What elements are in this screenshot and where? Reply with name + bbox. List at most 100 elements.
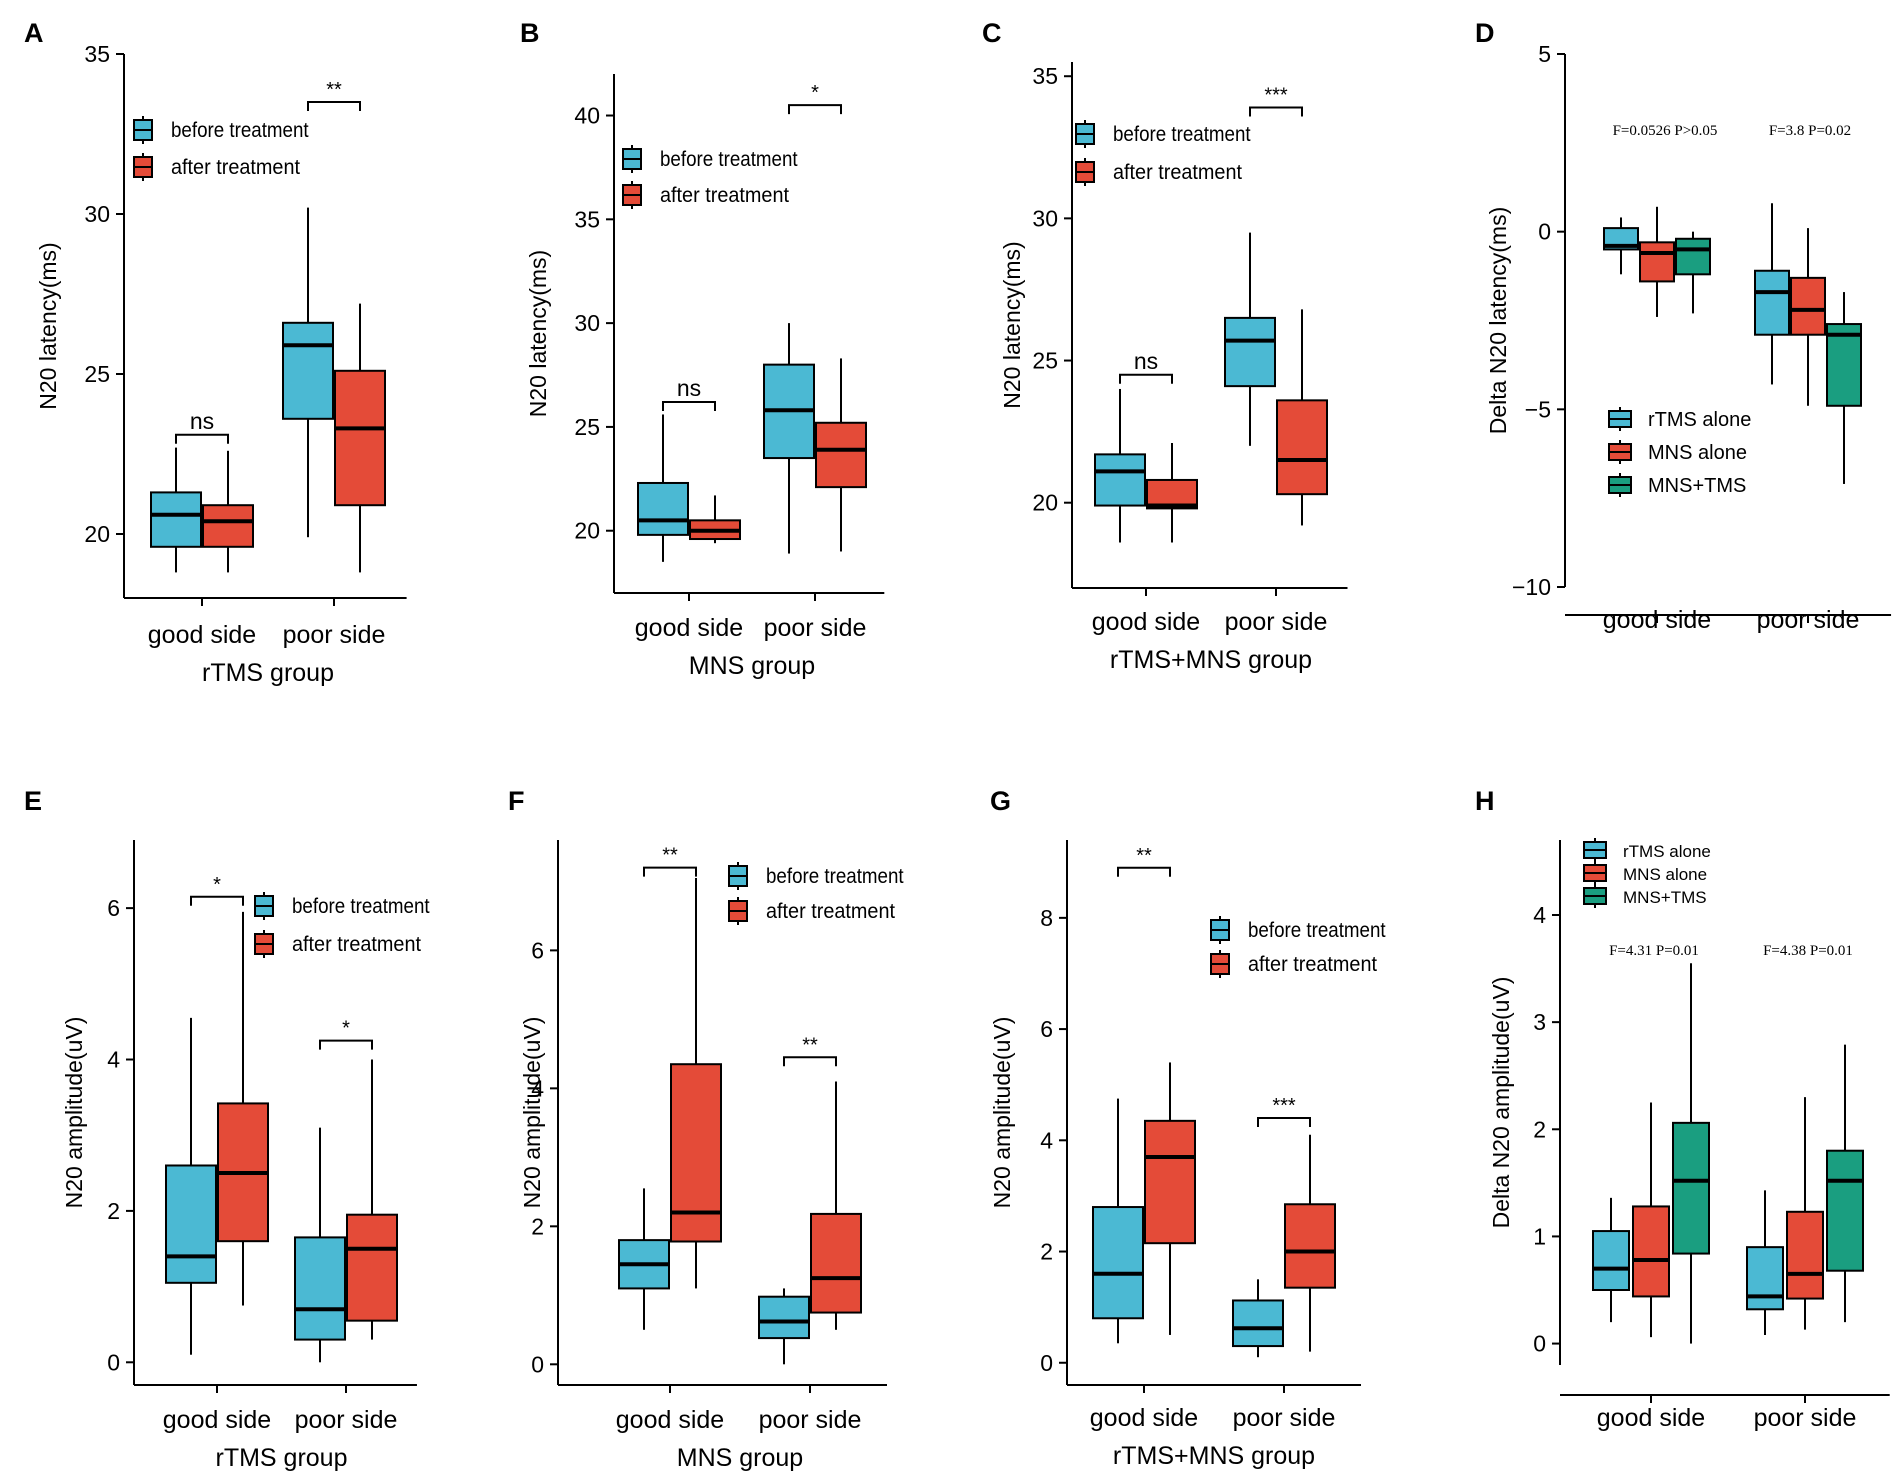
box-after-good-side (670, 877, 722, 1289)
box-rect (1224, 316, 1276, 388)
legend-item: MNS alone (1583, 861, 1707, 885)
y-tick-label: 40 (574, 103, 600, 129)
box-rect (1632, 1205, 1670, 1298)
significance-bracket: ** (643, 845, 697, 877)
significance-bracket: ns (1119, 348, 1173, 384)
significance-bracket: *** (1249, 84, 1303, 117)
legend-item: MNS+TMS (1583, 884, 1707, 908)
y-tick-label: 30 (574, 310, 600, 336)
significance-label: ** (1136, 845, 1152, 867)
x-tick-label: poor side (1233, 1404, 1336, 1432)
box-rect (165, 1164, 217, 1284)
legend-label: rTMS alone (1648, 409, 1751, 431)
box-before-good-side (618, 1188, 670, 1330)
box-after-poor-side (334, 303, 386, 573)
x-axis-label: rTMS+MNS group (1113, 1442, 1315, 1470)
y-tick-label: 0 (1538, 219, 1551, 245)
legend-item: after treatment (133, 153, 300, 181)
legend: before treatment after treatment (133, 116, 309, 181)
legend-item: MNS alone (1608, 440, 1747, 464)
significance-bracket: * (788, 82, 842, 115)
x-tick-label: good side (1597, 1404, 1705, 1432)
x-axis-label: rTMS group (216, 1444, 348, 1472)
legend-item: before treatment (622, 145, 798, 173)
y-axis-label: N20 latency(ms) (999, 241, 1025, 408)
box-rect (1232, 1299, 1284, 1348)
box-after-poor-side (1276, 309, 1328, 526)
y-tick-label: 1 (1533, 1223, 1546, 1249)
x-tick-label: good side (616, 1406, 724, 1434)
box-after-poor-side (810, 1081, 862, 1330)
legend-label: before treatment (766, 865, 904, 888)
panel-e: E 0 2 4 6 N20 amplitude(uV) good side poor side… (24, 786, 430, 1472)
x-tick-label: poor side (764, 614, 867, 642)
legend: before treatment after treatment (1075, 120, 1251, 186)
legend: before treatment after treatment (728, 862, 904, 925)
box-before-good-side (1092, 1098, 1144, 1344)
box-before-poor-side (1754, 203, 1790, 385)
box-combo-good-side (1672, 963, 1710, 1344)
legend-item: before treatment (254, 892, 430, 920)
legend-item: rTMS alone (1583, 838, 1711, 862)
y-tick-label: 5 (1538, 41, 1551, 67)
legend-label: before treatment (1248, 919, 1386, 942)
y-tick-label: 2 (531, 1213, 544, 1239)
box-rect (815, 421, 867, 489)
y-tick-label: 4 (531, 1075, 544, 1101)
box-after-good-side (217, 911, 269, 1306)
box-after-good-side (1146, 442, 1198, 543)
legend-label: MNS+TMS (1623, 888, 1707, 907)
significance-bracket: ns (662, 375, 716, 412)
panel-h: H 0 1 2 3 4 Delta N20 amplitude(uV) good side po… (1475, 786, 1890, 1432)
legend-item: after treatment (254, 930, 421, 958)
bracket-line (175, 433, 229, 444)
box-after-good-side (1632, 1102, 1670, 1338)
y-tick-label: −5 (1525, 396, 1551, 422)
box-combo-poor-side (1826, 292, 1862, 484)
box-before-poor-side (282, 207, 334, 538)
legend: rTMS alone MNS alone MNS+TMS (1583, 838, 1711, 908)
box-combo-good-side (1675, 231, 1711, 314)
box-rect (1786, 1210, 1824, 1300)
panel-label: G (990, 786, 1011, 816)
box-after-good-side (1639, 206, 1675, 317)
y-tick-label: 20 (1032, 490, 1058, 516)
y-tick-label: 35 (1032, 63, 1058, 89)
panel-a: A 20 25 30 35 N20 latency(ms) good side poor si… (24, 18, 407, 687)
y-axis-label: Delta N20 amplitude(uV) (1488, 977, 1514, 1229)
box-rect (1826, 1149, 1864, 1272)
legend-label: after treatment (1113, 161, 1242, 184)
y-tick-label: 2 (107, 1198, 120, 1224)
y-axis-label: N20 amplitude(uV) (519, 1017, 545, 1209)
y-tick-label: 25 (84, 361, 110, 387)
y-tick-label: 0 (1533, 1331, 1546, 1357)
legend-item: before treatment (133, 116, 309, 144)
x-tick-label: good side (1603, 606, 1711, 634)
stat-annotation: F=4.38 P=0.01 (1763, 943, 1853, 959)
legend-label: MNS+TMS (1648, 475, 1746, 497)
bracket-line (1257, 1117, 1311, 1128)
significance-label: ns (1134, 348, 1158, 374)
y-tick-label: 6 (107, 895, 120, 921)
legend-item: before treatment (1210, 916, 1386, 944)
significance-label: ** (662, 845, 678, 867)
y-tick-label: 30 (84, 201, 110, 227)
bracket-line (319, 1039, 373, 1050)
y-tick-label: 4 (1040, 1127, 1053, 1153)
significance-bracket: *** (1257, 1095, 1311, 1128)
panel-g: G 0 2 4 6 8 N20 amplitude(uV) good side poor sid… (989, 786, 1386, 1470)
legend-label: before treatment (1113, 123, 1251, 146)
y-axis-label: N20 latency(ms) (525, 250, 551, 417)
x-tick-label: poor side (759, 1406, 862, 1434)
y-tick-label: 6 (531, 937, 544, 963)
legend-label: after treatment (1248, 953, 1377, 976)
y-axis-label: N20 latency(ms) (35, 242, 61, 409)
legend-label: before treatment (171, 119, 309, 142)
box-rect (1672, 1121, 1710, 1255)
bracket-line (643, 866, 697, 877)
legend-item: after treatment (1075, 158, 1242, 186)
panel-label: E (24, 786, 42, 816)
box-rect (670, 1063, 722, 1243)
box-after-good-side (1144, 1062, 1196, 1335)
legend-label: before treatment (660, 148, 798, 171)
